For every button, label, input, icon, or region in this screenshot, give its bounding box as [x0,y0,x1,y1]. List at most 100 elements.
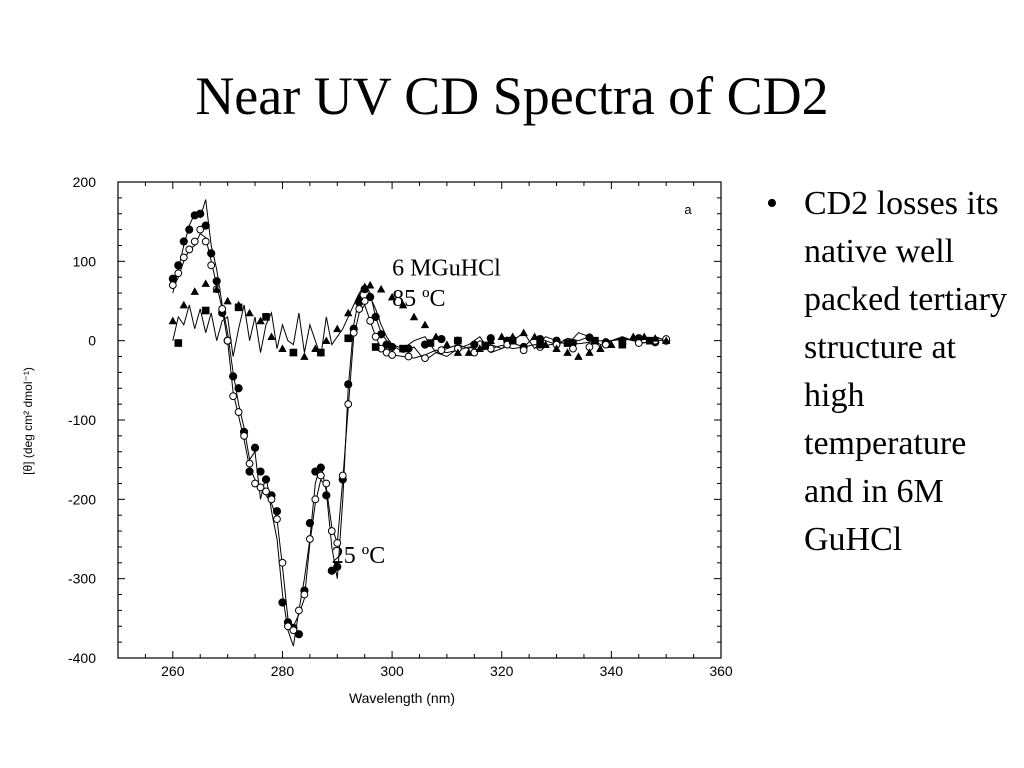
open-circle-point [349,328,358,337]
open-circle-point [234,408,243,416]
filled-circle-point [174,261,183,270]
triangle-point [530,332,539,341]
open-circle-point [371,332,380,341]
triangle-point [376,284,386,293]
slide-title: Near UV CD Spectra of CD2 [195,66,829,126]
open-circle-point [179,253,188,262]
open-circle-point [437,346,446,355]
open-circle-point [223,336,232,345]
open-circle-point [421,354,429,363]
open-circle-point [388,351,396,359]
square-point [399,344,407,353]
triangle-point [344,308,353,317]
y-tick-label: -300 [68,571,96,587]
triangle-point [574,352,583,360]
triangle-point [475,344,484,352]
bullet-list: • CD2 losses its native well packed tert… [762,180,1012,564]
filled-circle-point [250,443,260,452]
triangle-point [398,300,408,309]
filled-circle-point [316,463,325,472]
open-circle-point [322,479,331,488]
filled-circle-point [294,630,303,639]
triangle-point [661,336,671,345]
triangle-point [442,340,452,348]
data-markers [168,209,671,639]
triangle-point [387,292,397,301]
square-point [481,341,490,350]
square-point [234,303,243,312]
filled-circle-point [366,292,375,302]
triangle-point [212,284,221,293]
filled-circle-point [179,237,188,246]
open-circle-point [218,305,227,313]
open-circle-point [295,606,303,615]
filled-circle-point [229,372,238,381]
open-circle-point [240,431,248,440]
triangle-point [563,348,572,356]
square-point [645,336,654,345]
filled-circle-point [360,285,369,294]
triangle-point [256,316,265,325]
y-tick-label: 0 [88,333,96,349]
triangle-point [365,280,375,289]
filled-circle-point [344,380,353,389]
triangle-point [201,279,210,287]
open-circle-point [569,344,577,353]
y-axis-title: [θ] (deg cm² dmol⁻¹) [21,367,35,475]
open-circle-point [174,269,183,278]
triangle-point [333,324,342,333]
open-circle-point [190,237,199,246]
square-point [317,348,325,357]
triangle-point [300,352,309,360]
open-circle-point [185,245,194,254]
triangle-point [607,340,616,348]
open-circle-point [229,392,238,401]
triangle-point [464,348,474,356]
triangle-point [322,336,331,345]
y-axis-ticks: -400 -300 -200 -100 0 100 200 [68,174,721,666]
open-circle-point [262,487,270,496]
open-circle-point [284,622,292,631]
triangle-point [278,344,287,352]
y-tick-label: 200 [73,174,97,190]
open-circle-point [338,471,347,480]
y-tick-label: 100 [73,253,97,269]
triangle-point [409,312,419,321]
triangle-point [552,344,561,352]
triangle-point [355,292,364,301]
open-circle-point [201,237,210,246]
open-circle-point [311,495,320,504]
filled-circle-point [201,221,210,230]
triangle-point [168,316,178,325]
triangle-point [420,320,430,329]
triangle-point [267,332,276,341]
square-point [508,336,517,345]
bullet-marker: • [766,185,778,222]
open-circle-point [360,297,369,305]
square-point [454,336,462,345]
open-circle-point [245,459,254,468]
triangle-point [223,296,232,305]
filled-circle-point [245,467,254,476]
open-circle-point [300,590,309,599]
x-tick-label: 260 [161,663,185,679]
filled-circle-point [333,562,342,571]
triangle-point [190,287,199,295]
square-point [426,339,435,347]
filled-circle-point [322,491,331,500]
filled-circle-point [234,384,243,393]
chart-annotation: 6 MGuHCl [392,256,501,282]
chart-annotation: 85 ºC [392,286,445,312]
filled-circle-point [256,467,265,476]
open-circle-point [355,305,364,313]
y-tick-label: -200 [68,491,96,507]
triangle-point [179,300,188,309]
filled-circle-point [207,249,216,258]
square-point [591,336,599,345]
filled-circle-point [272,507,282,516]
open-circle-point [278,558,287,567]
triangle-point [245,308,254,317]
open-circle-point [256,483,265,492]
filled-circle-point [305,519,314,528]
filled-circle-point [387,342,397,352]
